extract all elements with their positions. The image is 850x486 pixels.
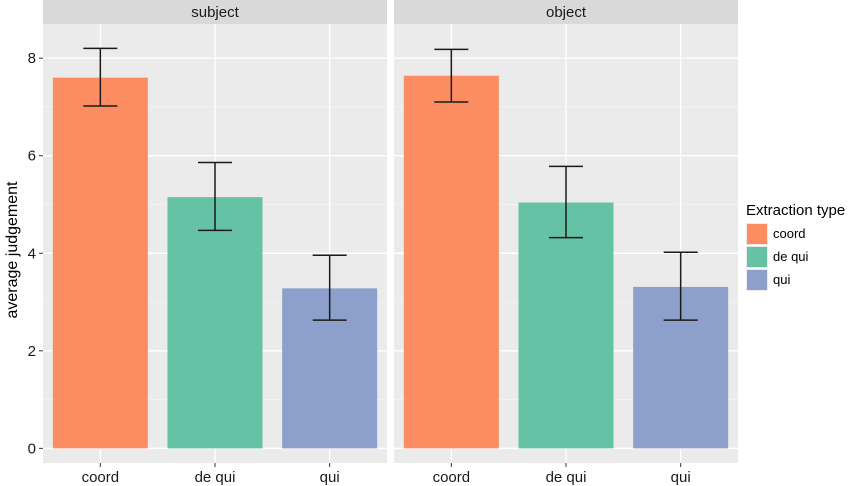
error-bar-object-de-qui [549,165,583,239]
legend-swatch [747,270,767,290]
x-tick-label: qui [671,469,691,486]
facet-panel-object: object coord de qui qui [394,0,738,486]
legend: Extraction type coord de qui qui [746,202,845,291]
error-bar-object-coord [434,48,469,103]
bar-subject-coord [52,77,148,449]
legend-swatch [747,224,767,244]
bar-object-coord [403,75,499,449]
x-tick-label: coord [82,469,120,486]
legend-title: Extraction type [746,202,845,219]
x-tick-label: coord [433,469,471,486]
y-axis: 0 2 4 6 8 [28,50,43,457]
error-bar-subject-coord [83,47,118,107]
error-bar-object-qui [663,251,698,321]
y-tick-label: 0 [28,440,36,457]
x-tick-label: de qui [195,469,236,486]
legend-label: de qui [773,249,809,264]
legend-label: qui [773,272,790,287]
x-tick-label: de qui [546,469,587,486]
y-axis-title: average judgement [4,181,21,319]
facet-strip-label: subject [191,4,239,21]
bar-subject-de-qui [167,197,263,449]
y-tick-label: 8 [28,50,36,67]
error-bar-subject-qui [312,254,347,321]
facet-strip [43,0,387,24]
legend-label: coord [773,226,806,241]
legend-entry-coord: coord [746,223,806,245]
facet-panels: subject coord de qui qui object coord de qui qu… [43,0,738,486]
legend-entry-de-qui: de qui [746,246,809,268]
x-tick-label: qui [320,469,340,486]
facet-strip-label: object [546,4,587,21]
y-tick-label: 2 [28,343,36,360]
legend-entry-qui: qui [746,269,790,291]
facet-panel-subject: subject coord de qui qui [43,0,387,486]
bar-object-de-qui [518,202,614,449]
error-bar-subject-de-qui [198,161,232,232]
y-tick-label: 4 [28,245,36,262]
legend-swatch [747,247,767,267]
y-tick-label: 6 [28,148,36,165]
facet-strip [394,0,738,24]
